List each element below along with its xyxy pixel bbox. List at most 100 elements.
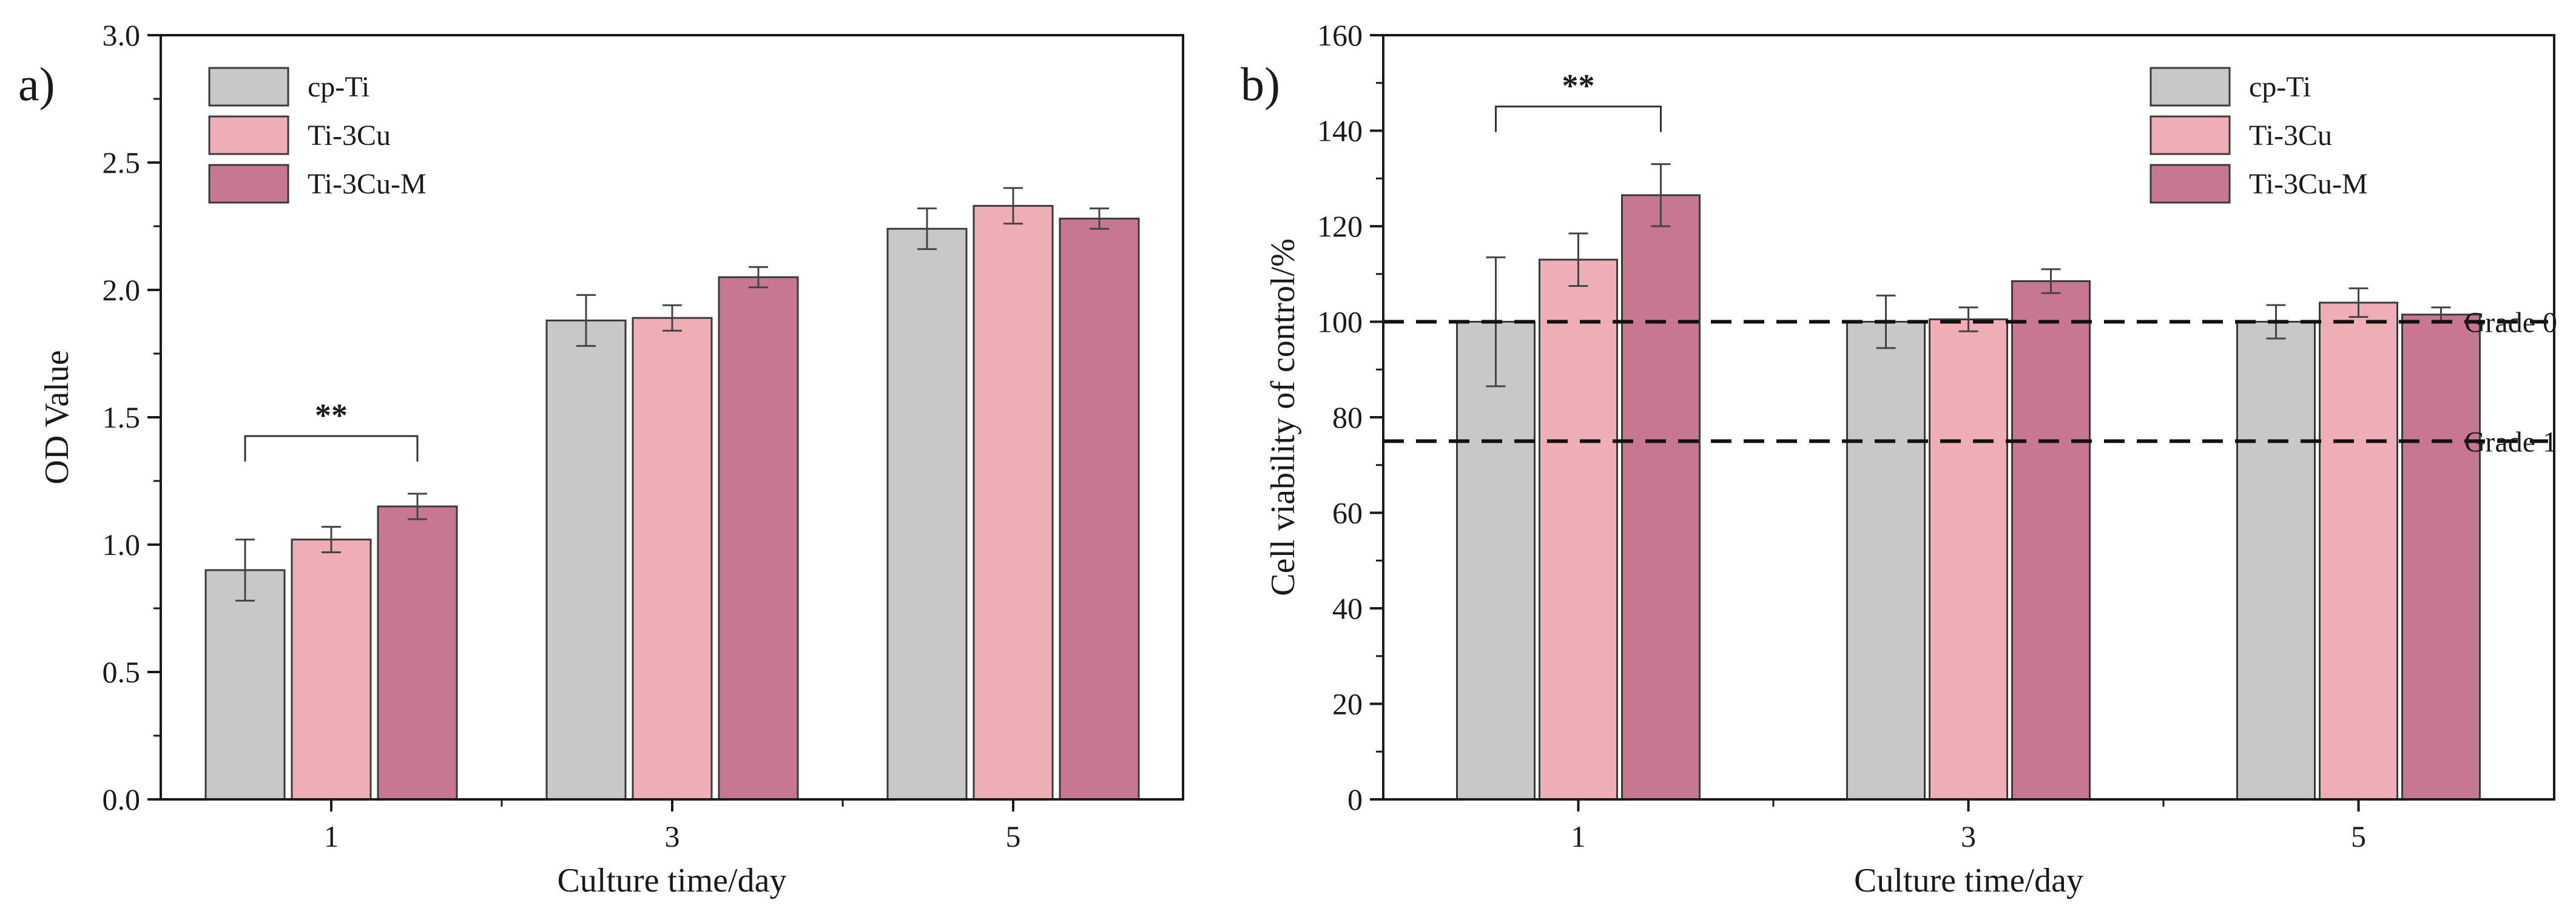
legend-item: cp-Ti bbox=[2149, 67, 2311, 107]
x-tick-label: 1 bbox=[324, 819, 339, 853]
bar-ti-3cu-day-5 bbox=[2319, 301, 2398, 801]
error-bar bbox=[235, 539, 255, 602]
x-tick-label: 5 bbox=[1006, 819, 1021, 853]
bar-ti-3cu-m-day-3 bbox=[718, 276, 799, 801]
error-bar bbox=[663, 304, 682, 332]
bar-ti-3cu-day-3 bbox=[1929, 318, 2008, 801]
panel-a-error-bars bbox=[235, 187, 1109, 602]
y-tick-label: 0 bbox=[1347, 782, 1363, 816]
error-bar bbox=[1958, 306, 1978, 332]
legend-swatch bbox=[2149, 164, 2231, 204]
bar-ti-3cu-m-day-1 bbox=[377, 505, 458, 801]
legend-item: Ti-3Cu-M bbox=[208, 164, 427, 204]
significance-bracket-line bbox=[244, 435, 419, 462]
bar-ti-3cu-day-1 bbox=[291, 539, 372, 801]
bar-ti-3cu-m-day-1 bbox=[1621, 194, 1701, 801]
significance-label: ** bbox=[315, 397, 348, 434]
panel-a-y-axis-title: OD Value bbox=[38, 350, 76, 484]
bar-cp-ti-day-5 bbox=[886, 227, 968, 801]
bar-ti-3cu-m-day-5 bbox=[1059, 217, 1140, 801]
legend-label: Ti-3Cu bbox=[2249, 119, 2332, 152]
error-bar bbox=[576, 294, 596, 347]
legend-swatch bbox=[2149, 115, 2231, 155]
legend-label: Ti-3Cu-M bbox=[308, 168, 427, 200]
legend-swatch bbox=[208, 164, 289, 204]
bar-cp-ti-day-1 bbox=[204, 569, 286, 801]
bar-cp-ti-day-3 bbox=[1846, 321, 1926, 801]
y-tick-label: 1.5 bbox=[103, 400, 141, 434]
bar-ti-3cu-day-1 bbox=[1539, 258, 1618, 801]
panel-b-y-axis: 0 20 40 60 80 100 120 140 160 bbox=[1317, 18, 1383, 816]
legend-label: cp-Ti bbox=[308, 71, 369, 103]
x-tick-label: 3 bbox=[1961, 819, 1976, 853]
y-tick-label: 160 bbox=[1317, 18, 1363, 52]
legend-label: Ti-3Cu-M bbox=[2249, 168, 2368, 200]
bar-ti-3cu-day-3 bbox=[632, 317, 713, 801]
panel-b-reference-lines: Grade 0 Grade 1 bbox=[1383, 307, 2557, 458]
panel-a-x-axis: 1 3 5 bbox=[324, 799, 1021, 853]
reference-line-label: Grade 0 bbox=[2464, 307, 2557, 339]
legend-item: Ti-3Cu-M bbox=[2149, 164, 2368, 204]
legend-swatch bbox=[208, 67, 289, 107]
error-bar bbox=[917, 207, 937, 250]
y-tick-label: 100 bbox=[1317, 305, 1363, 339]
error-bar bbox=[2041, 268, 2061, 294]
significance-bracket: ** bbox=[244, 397, 419, 462]
error-bar bbox=[1003, 187, 1023, 225]
panel-b-legend: cp-Ti Ti-3Cu Ti-3Cu-M bbox=[2149, 67, 2368, 204]
y-tick-label: 1.0 bbox=[103, 528, 141, 562]
panel-a-x-axis-title: Culture time/day bbox=[558, 862, 787, 899]
bar-cp-ti-day-1 bbox=[1456, 321, 1536, 801]
legend-swatch bbox=[2149, 67, 2231, 107]
y-tick-label: 40 bbox=[1332, 591, 1363, 625]
error-bar bbox=[2348, 287, 2369, 318]
legend-item: cp-Ti bbox=[208, 67, 369, 107]
y-tick-label: 3.0 bbox=[103, 18, 141, 52]
panel-a-legend: cp-Ti Ti-3Cu Ti-3Cu-M bbox=[208, 67, 427, 204]
legend-label: Ti-3Cu bbox=[308, 119, 391, 152]
panel-a-bars bbox=[204, 204, 1140, 801]
reference-line-label: Grade 1 bbox=[2464, 426, 2557, 458]
bar-ti-3cu-m-day-3 bbox=[2011, 280, 2091, 801]
reference-line: Grade 1 bbox=[1383, 426, 2557, 458]
panel-b-bars bbox=[1456, 194, 2481, 801]
bar-cp-ti-day-5 bbox=[2236, 321, 2316, 801]
y-tick-label: 80 bbox=[1332, 400, 1363, 434]
bar-cp-ti-day-3 bbox=[545, 319, 627, 801]
legend-label: cp-Ti bbox=[2249, 71, 2311, 103]
bar-ti-3cu-m-day-5 bbox=[2401, 314, 2481, 801]
y-tick-label: 120 bbox=[1317, 209, 1363, 243]
significance-bracket-line bbox=[1495, 106, 1662, 132]
y-tick-label: 60 bbox=[1332, 496, 1363, 530]
panel-a-y-axis: 0.0 0.5 1.0 1.5 2.0 2.5 3.0 bbox=[103, 18, 161, 816]
error-bar bbox=[322, 526, 341, 554]
y-tick-label: 0.0 bbox=[103, 782, 141, 816]
x-tick-label: 5 bbox=[2351, 819, 2366, 853]
x-tick-label: 3 bbox=[665, 819, 680, 853]
significance-bracket: ** bbox=[1495, 68, 1662, 132]
reference-line: Grade 0 bbox=[1383, 307, 2557, 339]
error-bar bbox=[1090, 207, 1109, 230]
significance-label: ** bbox=[1562, 68, 1595, 104]
panel-b-significance: ** bbox=[1495, 68, 1662, 132]
legend-item: Ti-3Cu bbox=[208, 115, 391, 155]
panel-b-label: b) bbox=[1241, 58, 1280, 110]
error-bar bbox=[1651, 163, 1671, 227]
x-tick-label: 1 bbox=[1571, 819, 1586, 853]
y-tick-label: 140 bbox=[1317, 114, 1363, 148]
error-bar bbox=[1568, 232, 1588, 287]
y-tick-label: 2.0 bbox=[103, 273, 141, 307]
panel-b-y-axis-title: Cell viability of control/% bbox=[1264, 238, 1302, 596]
panel-b-x-axis: 1 3 5 bbox=[1571, 799, 2366, 853]
legend-item: Ti-3Cu bbox=[2149, 115, 2332, 155]
y-tick-label: 2.5 bbox=[103, 146, 141, 180]
y-tick-label: 20 bbox=[1332, 687, 1363, 721]
legend-swatch bbox=[208, 115, 289, 155]
bar-ti-3cu-day-5 bbox=[973, 204, 1054, 801]
error-bar bbox=[408, 492, 427, 520]
panel-a-significance: ** bbox=[244, 397, 419, 462]
panel-b-x-axis-title: Culture time/day bbox=[1854, 862, 2083, 899]
panel-a-od-value-chart: a) 0.0 0.5 1.0 1.5 2.0 2.5 3.0 ** 1 3 5 cp-Ti Ti-… bbox=[18, 18, 1184, 899]
